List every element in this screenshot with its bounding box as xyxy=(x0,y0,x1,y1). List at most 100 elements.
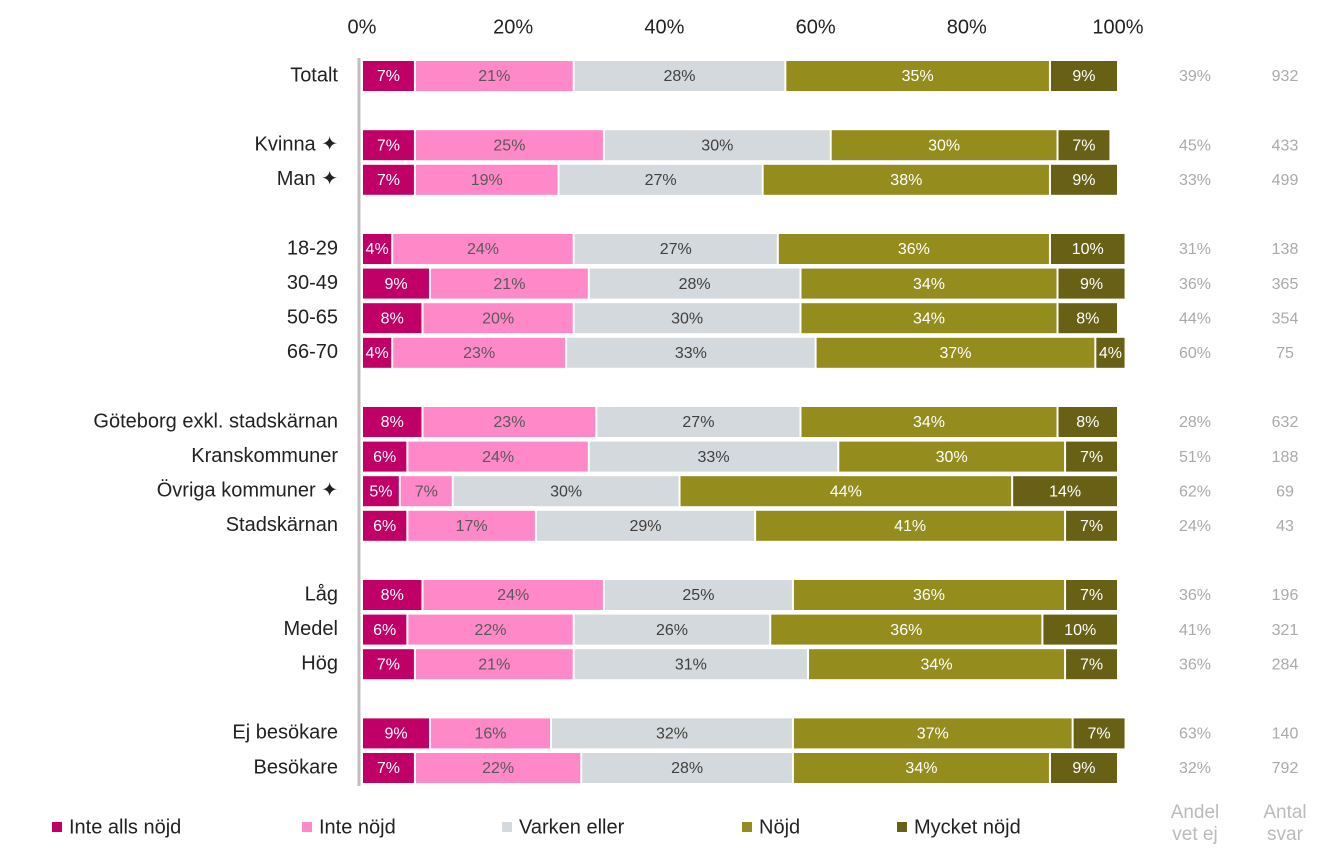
column-value: 365 xyxy=(1272,276,1299,293)
data-label: 7% xyxy=(377,68,400,85)
column-value: 60% xyxy=(1179,345,1211,362)
data-label: 34% xyxy=(905,760,937,777)
x-tick-label: 40% xyxy=(644,16,684,38)
bar-segment xyxy=(839,441,1065,472)
column-value: 321 xyxy=(1272,622,1299,639)
data-label: 23% xyxy=(493,414,525,431)
bar-segment xyxy=(423,580,603,610)
bar-segment xyxy=(763,164,1049,195)
bar-segment xyxy=(1050,61,1117,91)
bar-segment xyxy=(363,753,414,783)
y-tick-label: Man ✦ xyxy=(277,168,338,190)
bar-segment xyxy=(363,61,414,91)
data-label: 8% xyxy=(381,310,404,327)
bar-segment xyxy=(1058,303,1117,334)
legend-swatch xyxy=(502,822,512,832)
data-label: 7% xyxy=(1088,726,1111,743)
column-value: 433 xyxy=(1272,137,1299,154)
column-value: 43 xyxy=(1276,518,1294,535)
data-label: 9% xyxy=(1072,760,1095,777)
bar-segment xyxy=(1096,337,1125,368)
data-label: 22% xyxy=(475,622,507,639)
bar-segment xyxy=(363,164,414,195)
bar-segment xyxy=(363,718,430,749)
y-tick-label: 66-70 xyxy=(287,341,338,363)
column-value: 31% xyxy=(1179,241,1211,258)
bar-segment xyxy=(415,164,558,195)
data-label: 30% xyxy=(701,137,733,154)
bar-segment xyxy=(801,407,1057,437)
data-label: 8% xyxy=(1076,310,1099,327)
bar-segment xyxy=(816,337,1095,368)
data-label: 31% xyxy=(675,656,707,673)
column-value: 188 xyxy=(1272,449,1299,466)
y-tick-label: Låg xyxy=(305,583,338,605)
y-tick-label: 18-29 xyxy=(287,237,338,259)
bar-segment xyxy=(1073,718,1125,749)
data-label: 7% xyxy=(1080,518,1103,535)
data-label: 28% xyxy=(679,276,711,293)
bar-segment xyxy=(1066,580,1117,610)
column-value: 932 xyxy=(1272,68,1299,85)
column-value: 69 xyxy=(1276,483,1294,500)
legend-label: Inte alls nöjd xyxy=(69,816,181,838)
bar-segment xyxy=(1058,268,1125,299)
bar-segment xyxy=(1050,164,1117,195)
bar-segment xyxy=(431,268,588,299)
y-tick-label: Kvinna ✦ xyxy=(255,133,338,155)
data-label: 25% xyxy=(682,587,714,604)
bar-segment xyxy=(597,407,800,437)
data-label: 37% xyxy=(939,345,971,362)
bar-segment xyxy=(574,303,800,334)
data-label: 7% xyxy=(1080,449,1103,466)
data-label: 23% xyxy=(463,345,495,362)
column-header: Andel vet ej xyxy=(1170,802,1220,845)
bar-segment xyxy=(363,234,392,264)
data-label: 41% xyxy=(894,518,926,535)
y-tick-label: Göteborg exkl. stadskärnan xyxy=(93,410,338,432)
data-label: 9% xyxy=(1072,68,1095,85)
data-label: 27% xyxy=(660,241,692,258)
data-label: 36% xyxy=(913,587,945,604)
bar-segment xyxy=(778,234,1049,264)
data-label: 7% xyxy=(1080,656,1103,673)
bar-segment xyxy=(415,649,573,680)
bar-segment xyxy=(1058,407,1117,437)
bar-segment xyxy=(1043,614,1117,645)
bar-segment xyxy=(801,268,1057,299)
bar-segment xyxy=(408,441,588,472)
legend-label: Inte nöjd xyxy=(319,816,396,838)
y-tick-label: Medel xyxy=(284,618,338,640)
column-value: 39% xyxy=(1179,68,1211,85)
bar-segment xyxy=(415,130,603,161)
bar-segment xyxy=(793,753,1049,783)
bar-segment xyxy=(771,614,1042,645)
column-value: 632 xyxy=(1272,414,1299,431)
data-label: 16% xyxy=(475,726,507,743)
bar-segment xyxy=(582,753,792,783)
bar-segment xyxy=(574,61,785,91)
data-label: 24% xyxy=(497,587,529,604)
data-label: 7% xyxy=(377,137,400,154)
data-label: 26% xyxy=(656,622,688,639)
column-value: 354 xyxy=(1272,310,1299,327)
data-label: 27% xyxy=(682,414,714,431)
legend-swatch xyxy=(897,822,907,832)
data-label: 8% xyxy=(381,587,404,604)
column-value: 41% xyxy=(1179,622,1211,639)
y-tick-label: Ej besökare xyxy=(232,722,338,744)
legend-swatch xyxy=(742,822,752,832)
data-label: 34% xyxy=(913,414,945,431)
y-tick-label: 50-65 xyxy=(287,306,338,328)
legend-label: Mycket nöjd xyxy=(914,816,1021,838)
bar-segment xyxy=(400,476,452,507)
bar-segment xyxy=(831,130,1057,161)
data-label: 14% xyxy=(1049,483,1081,500)
bar-segment xyxy=(1050,234,1125,264)
bar-segment xyxy=(408,510,535,541)
legend-label: Varken eller xyxy=(519,816,625,838)
data-label: 6% xyxy=(373,449,396,466)
data-label: 34% xyxy=(913,310,945,327)
bar-segment xyxy=(363,476,399,507)
